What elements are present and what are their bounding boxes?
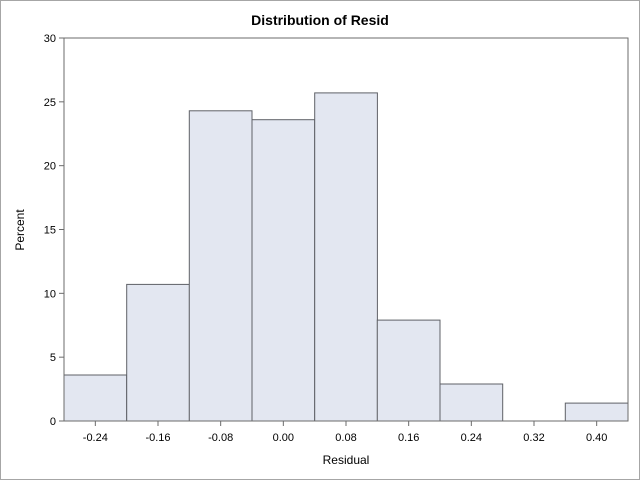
x-tick-label: 0.24 bbox=[461, 432, 482, 444]
histogram-bar bbox=[376, 319, 441, 422]
histogram-bar bbox=[188, 110, 253, 422]
y-tick-label: 25 bbox=[44, 97, 56, 109]
x-tick-label: 0.00 bbox=[273, 432, 294, 444]
x-tick-label: 0.40 bbox=[586, 432, 607, 444]
axes-group: 0 5 10 15 20 25 30 -0.24 -0.16 -0.08 0.00 0.08 0.16 0… bbox=[44, 33, 629, 444]
y-tick-label: 20 bbox=[44, 161, 56, 173]
histogram-bar bbox=[314, 92, 378, 422]
y-tick-label: 30 bbox=[44, 33, 56, 45]
y-tick-label: 0 bbox=[50, 416, 56, 428]
y-tick-label: 10 bbox=[44, 288, 56, 300]
x-tick-label: -0.24 bbox=[83, 432, 108, 444]
x-tick-label: -0.16 bbox=[145, 432, 170, 444]
histogram-bar bbox=[126, 283, 190, 422]
x-axis-title: Residual bbox=[323, 453, 370, 467]
bars-group bbox=[63, 92, 629, 422]
x-tick-label: 0.08 bbox=[335, 432, 356, 444]
y-axis-title: Percent bbox=[13, 209, 27, 251]
x-tick-label: 0.32 bbox=[523, 432, 544, 444]
histogram-bar bbox=[251, 119, 316, 422]
histogram-bar bbox=[439, 383, 504, 422]
x-tick-label: -0.08 bbox=[208, 432, 233, 444]
histogram-bar bbox=[564, 402, 629, 422]
chart-title: Distribution of Resid bbox=[251, 12, 389, 28]
y-tick-label: 5 bbox=[50, 352, 56, 364]
y-tick-label: 15 bbox=[44, 225, 56, 237]
x-tick-label: 0.16 bbox=[398, 432, 419, 444]
histogram-bar bbox=[63, 374, 128, 422]
